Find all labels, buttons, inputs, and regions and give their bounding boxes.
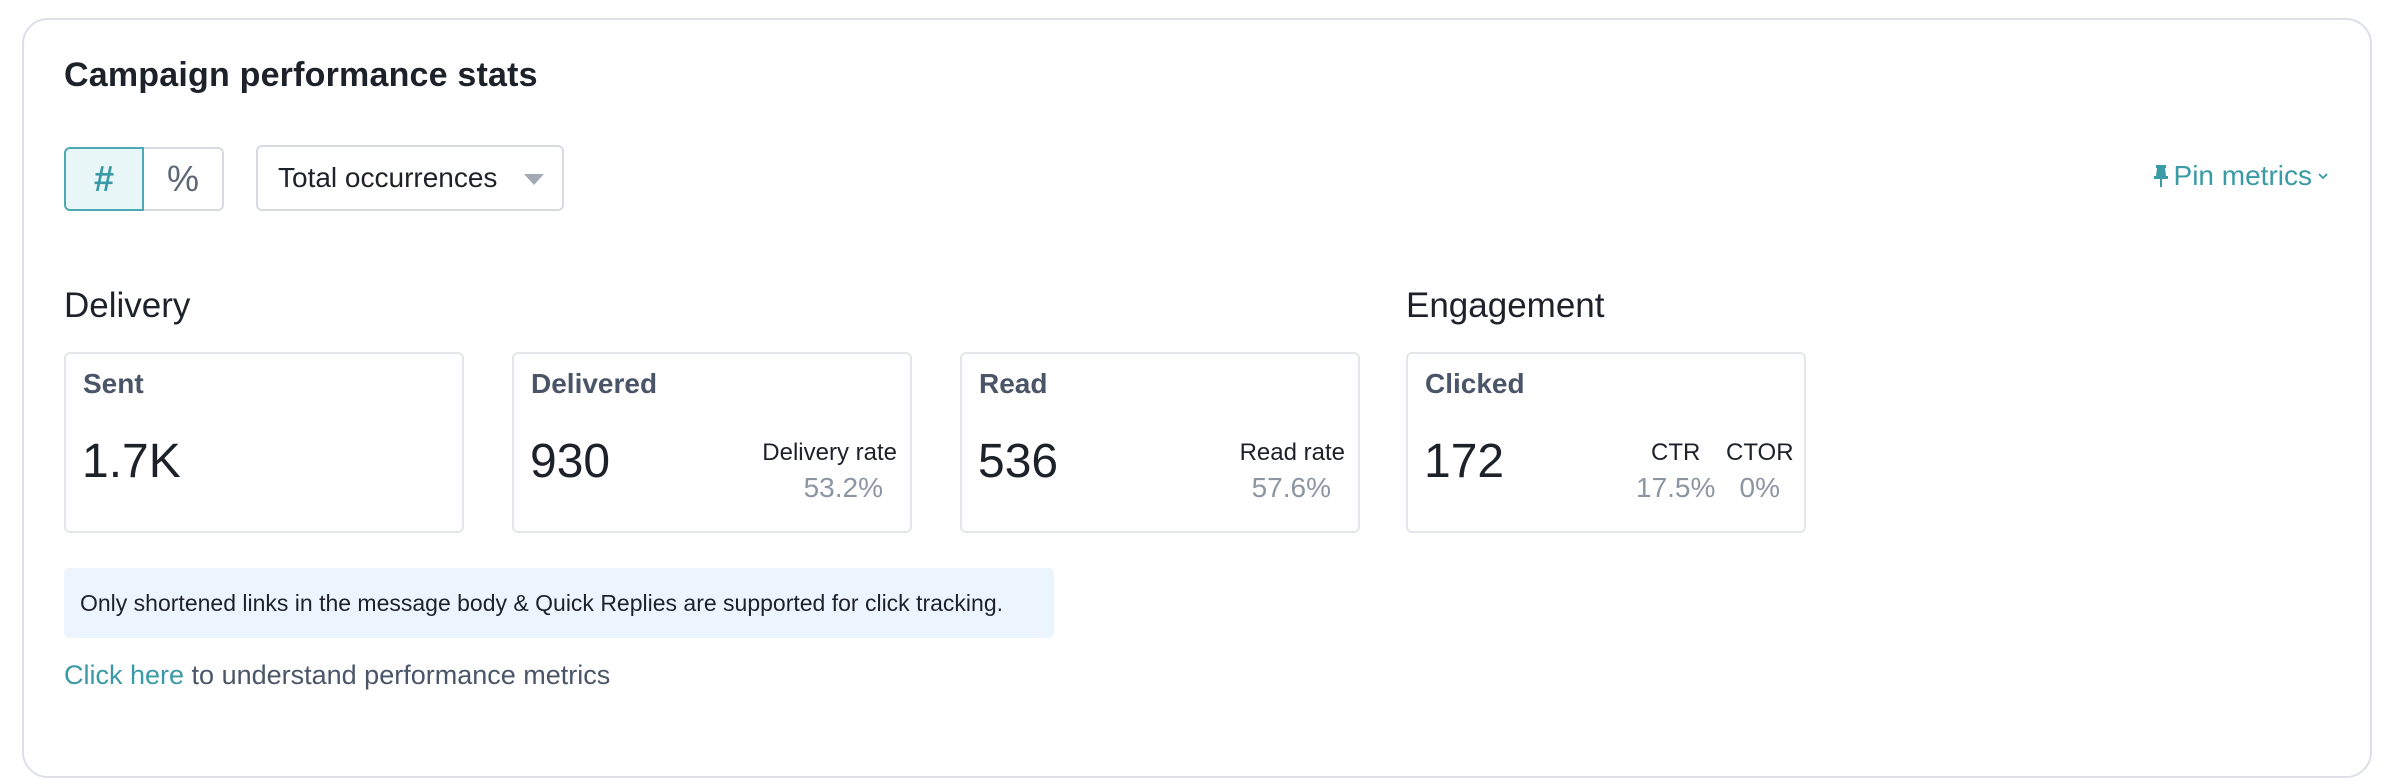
card-value: 536 xyxy=(978,435,1059,488)
ctor-metric: CTOR 0% xyxy=(1726,438,1794,508)
card-title: Clicked xyxy=(1425,368,1525,399)
percent-toggle-button[interactable]: % xyxy=(144,147,224,211)
delivered-card: Delivered 930 Delivery rate 53.2% xyxy=(512,352,912,533)
rate-label: Read rate xyxy=(1239,439,1345,466)
sent-card: Sent 1.7K xyxy=(64,352,464,533)
pin-icon xyxy=(2153,165,2168,187)
click-tracking-notice: Only shortened links in the message body… xyxy=(64,568,1054,638)
read-rate: Read rate 57.6% xyxy=(1240,438,1345,508)
metric-type-selected-value: Total occurrences xyxy=(278,162,498,193)
rate-label: Delivery rate xyxy=(762,439,897,466)
rate-value: 57.6% xyxy=(1251,472,1331,503)
read-card: Read 536 Read rate 57.6% xyxy=(960,352,1360,533)
display-mode-toggle: # % xyxy=(64,147,224,211)
help-line: Click here to understand performance met… xyxy=(64,660,610,691)
rate-value: 53.2% xyxy=(803,472,883,503)
pin-metrics-button[interactable]: Pin metrics xyxy=(2153,160,2328,192)
card-title: Sent xyxy=(83,368,144,399)
notice-text: Only shortened links in the message body… xyxy=(80,589,1003,616)
count-toggle-button[interactable]: # xyxy=(64,147,144,211)
page-title: Campaign performance stats xyxy=(64,56,538,94)
help-text: to understand performance metrics xyxy=(184,660,611,690)
ctr-label: CTR xyxy=(1651,439,1701,466)
clicked-card: Clicked 172 CTR 17.5% CTOR 0% xyxy=(1406,352,1806,533)
ctor-label: CTOR xyxy=(1726,439,1794,466)
card-title: Read xyxy=(979,368,1048,399)
ctr-metric: CTR 17.5% xyxy=(1636,438,1715,508)
card-value: 930 xyxy=(530,435,611,488)
ctor-value: 0% xyxy=(1739,472,1781,503)
delivery-heading: Delivery xyxy=(64,286,191,325)
pin-metrics-label: Pin metrics xyxy=(2173,160,2312,191)
chevron-down-icon xyxy=(2318,173,2328,180)
metric-type-select[interactable]: Total occurrences xyxy=(256,145,564,211)
card-value: 172 xyxy=(1424,435,1505,488)
delivery-rate: Delivery rate 53.2% xyxy=(762,438,897,508)
ctr-value: 17.5% xyxy=(1636,472,1716,503)
engagement-heading: Engagement xyxy=(1406,286,1605,325)
performance-metrics-help-link[interactable]: Click here xyxy=(64,660,185,690)
card-title: Delivered xyxy=(531,368,658,399)
card-value: 1.7K xyxy=(82,435,181,488)
caret-down-icon xyxy=(524,174,544,185)
